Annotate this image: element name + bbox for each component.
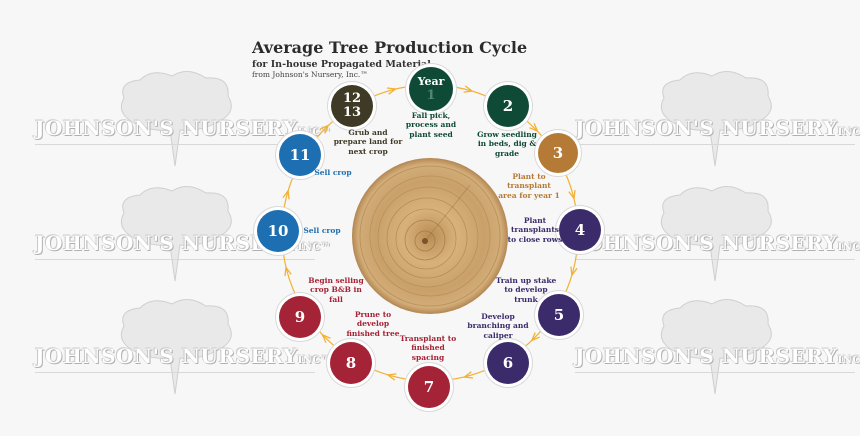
- cycle-arrow-icon: [386, 87, 398, 95]
- node-number: 11: [289, 145, 311, 164]
- caption-9: Begin selling crop B&B in fall: [308, 276, 364, 304]
- watermark-text: JOHNSON'S NURSERYINC™: [575, 116, 860, 140]
- node-number: 5: [553, 305, 565, 324]
- cycle-arrow-icon: [282, 189, 290, 200]
- node-3: 3: [538, 133, 578, 173]
- diagram-title: Average Tree Production Cycle: [252, 38, 528, 57]
- diagram-subtitle: for In-house Propagated Material: [252, 59, 431, 70]
- tree-trunk-cross-section: [352, 158, 508, 314]
- watermark-text: JOHNSON'S NURSERYINC™: [35, 231, 332, 255]
- watermark-right-top: JOHNSON'S NURSERYINC™: [575, 71, 860, 182]
- cycle-arrow-icon: [568, 189, 576, 201]
- watermark-left-mid: JOHNSON'S NURSERYINC™: [35, 186, 331, 297]
- caption-6: Develop branching and caliper: [467, 312, 529, 340]
- node-number: 4: [574, 220, 586, 239]
- tree-logo-icon: [120, 71, 232, 167]
- node-number: 1: [426, 88, 436, 103]
- watermark-left-top: JOHNSON'S NURSERYINC™: [35, 71, 331, 182]
- watermark-text: JOHNSON'S NURSERYINC™: [575, 231, 860, 255]
- cycle-arrow-icon: [570, 266, 578, 277]
- node-number: 9: [294, 307, 306, 326]
- node-9: 9: [279, 296, 321, 338]
- watermark-rule: [575, 144, 855, 145]
- watermark-right-bottom: JOHNSON'S NURSERYINC™: [575, 299, 860, 410]
- watermark-rule: [35, 259, 315, 260]
- caption-year-1: Fall pick, process and plant seed: [405, 111, 457, 139]
- cycle-arrow-icon: [529, 123, 539, 133]
- tree-logo-icon: [660, 186, 772, 282]
- node-number: 3: [552, 143, 564, 162]
- node-12-13: 12 13: [331, 85, 373, 127]
- node-6: 6: [487, 342, 529, 384]
- watermark-left-bottom: JOHNSON'S NURSERYINC™: [35, 299, 331, 410]
- watermark-text: JOHNSON'S NURSERYINC™: [35, 116, 332, 140]
- node-8: 8: [330, 342, 372, 384]
- tree-logo-icon: [120, 186, 232, 282]
- node-number: 6: [502, 353, 514, 372]
- cycle-arrow-icon: [386, 373, 397, 381]
- cycle-arrow-icon: [284, 265, 292, 277]
- node-number-secondary: 13: [342, 105, 362, 120]
- diagram-source-line: from Johnson's Nursery, Inc.™: [252, 70, 368, 79]
- watermark-rule: [35, 372, 315, 373]
- node-2: 2: [487, 85, 529, 127]
- node-5: 5: [538, 294, 580, 336]
- watermark-text: JOHNSON'S NURSERYINC™: [35, 344, 332, 368]
- cycle-arrow-icon: [463, 85, 474, 93]
- caption-7: Transplant to finished spacing: [399, 334, 457, 362]
- node-number: 2: [502, 96, 514, 115]
- tree-logo-icon: [120, 299, 232, 395]
- node-10: 10: [257, 210, 299, 252]
- node-number: 7: [423, 377, 435, 396]
- watermark-rule: [575, 259, 855, 260]
- node-number: 10: [267, 221, 289, 240]
- tree-logo-icon: [660, 299, 772, 395]
- node-number: 12: [342, 91, 362, 107]
- caption-12-13: Grub and prepare land for next crop: [333, 128, 403, 156]
- watermark-text: JOHNSON'S NURSERYINC™: [575, 344, 860, 368]
- caption-4: Plant transplants to close rows: [507, 216, 563, 244]
- cycle-arrow-icon: [462, 371, 474, 379]
- cycle-arrow-icon: [321, 333, 331, 343]
- watermark-rule: [35, 144, 315, 145]
- caption-11: Sell crop: [314, 168, 352, 177]
- tree-logo-icon: [660, 71, 772, 167]
- watermark-rule: [575, 372, 855, 373]
- caption-10: Sell crop: [303, 226, 341, 235]
- node-4: 4: [559, 209, 601, 251]
- cycle-arrow-icon: [320, 124, 330, 134]
- title-block: Average Tree Production Cycle for In-hou…: [252, 38, 527, 79]
- caption-8: Prune to develop finished tree: [346, 310, 400, 338]
- cycle-arrows: [282, 85, 578, 381]
- node-11: 11: [279, 134, 321, 176]
- caption-3: Plant to transplant area for year 1: [498, 172, 560, 200]
- watermark-right-mid: JOHNSON'S NURSERYINC™: [575, 186, 860, 297]
- node-7: 7: [408, 366, 450, 408]
- cycle-arrow-icon: [530, 332, 540, 342]
- node-year-1: Year 1: [409, 67, 453, 111]
- node-label: Year: [417, 75, 445, 88]
- node-number: 8: [345, 353, 357, 372]
- caption-5: Train up stake to develop trunk: [495, 276, 557, 304]
- caption-2: Grow seedling in beds, dig & grade: [477, 130, 537, 158]
